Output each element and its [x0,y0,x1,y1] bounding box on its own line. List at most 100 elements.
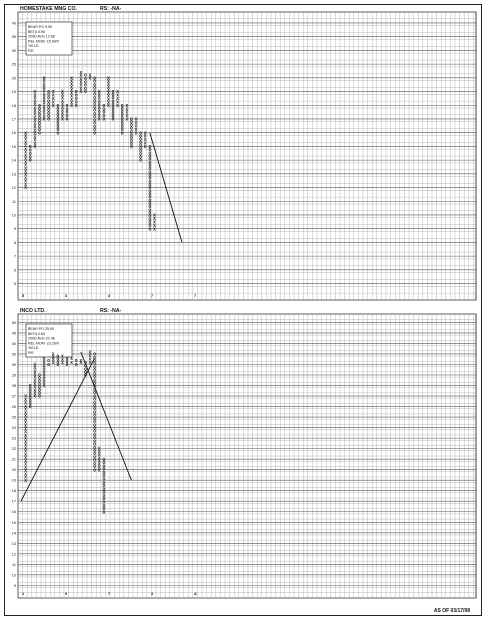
y-tick-label: 25 [12,416,16,420]
y-tick-label: 18 [12,104,16,108]
x-marker: 5 [65,592,67,596]
x-mark: X [33,145,36,150]
x-mark: X [125,118,128,123]
o-mark: O [130,145,133,150]
x-mark: X [116,104,119,109]
y-tick-label: 15 [12,521,16,525]
x-mark: X [79,90,82,95]
y-tick-label: 6 [14,268,16,272]
o-mark: O [148,227,151,232]
x-mark: X [135,131,138,136]
o-mark: O [47,363,50,368]
info-line: BEAR PO 9.50 [28,25,52,29]
info-line: 200D AVG 22.48 [28,337,55,341]
y-tick-label: 9 [14,584,16,588]
y-tick-label: 17 [12,500,16,504]
info-line: 200D AVG 12.88 [28,35,55,39]
y-tick-label: 14 [12,531,16,535]
x-marker: 3 [108,294,110,298]
y-tick-label: 5 [14,282,16,286]
y-tick-label: 45 [12,331,16,335]
y-tick-label: 24 [12,426,16,430]
o-mark: O [75,363,78,368]
y-tick-label: 27 [12,395,16,399]
x-mark: X [79,361,82,366]
x-mark: X [89,76,92,81]
o-mark: O [84,90,87,95]
info-line: BEAR PO 25.00 [28,327,54,331]
o-mark: O [102,118,105,123]
info-line: REL MOM -23.29% [28,341,60,345]
y-tick-label: 21 [12,458,16,462]
o-mark: O [93,468,96,473]
y-tick-label: 19 [12,479,16,483]
y-tick-label: 13 [12,172,16,176]
o-mark: O [66,363,69,368]
y-tick-label: 35 [12,35,16,39]
y-tick-label: 18 [12,489,16,493]
y-tick-label: 20 [12,76,16,80]
x-marker: 3 [65,294,67,298]
y-tick-label: 17 [12,117,16,121]
info-line: BETA 0.90 [28,30,45,34]
chart-title: INCO LTD. [20,308,46,314]
o-mark: O [29,405,32,410]
x-mark: X [24,479,27,484]
x-marker: 7 [151,294,153,298]
x-mark: X [33,395,36,400]
y-tick-label: 30 [12,49,16,53]
o-mark: O [93,131,96,136]
x-mark: X [24,186,27,191]
o-mark: O [56,131,59,136]
y-tick-label: 20 [12,468,16,472]
y-tick-label: 40 [12,342,16,346]
y-tick-label: 12 [12,186,16,190]
x-marker: 7 [194,294,196,298]
x-mark: X [70,361,73,366]
x-mark: X [43,118,46,123]
x-mark: X [98,468,101,473]
o-mark: O [56,363,59,368]
x-marker: 3 [151,592,153,596]
chart-title: HOMESTAKE MNG CO. [20,6,78,12]
y-tick-label: 29 [12,374,16,378]
o-mark: O [29,159,32,164]
y-tick-label: 28 [12,384,16,388]
y-tick-label: 10 [12,213,16,217]
o-mark: O [112,118,115,123]
y-tick-label: 16 [12,131,16,135]
y-tick-label: 40 [12,21,16,25]
y-tick-label: 22 [12,447,16,451]
y-tick-label: 9 [14,227,16,231]
x-marker: 7 [108,592,110,596]
x-mark: X [61,361,64,366]
y-tick-label: 25 [12,63,16,67]
o-mark: O [75,104,78,109]
x-mark: X [52,361,55,366]
o-mark: O [66,118,69,123]
y-tick-label: 30 [12,363,16,367]
o-mark: O [38,131,41,136]
info-line: P/E [28,49,34,53]
y-tick-label: 50 [12,321,16,325]
o-mark: O [121,131,124,136]
x-mark: X [144,145,147,150]
y-tick-label: 7 [14,255,16,259]
y-tick-label: 13 [12,542,16,546]
o-mark: O [38,395,41,400]
x-mark: X [153,227,156,232]
x-mark: X [43,384,46,389]
x-marker: 5 [22,294,24,298]
y-tick-label: 35 [12,352,16,356]
info-line: REL MOM -15.08% [28,39,60,43]
x-mark: X [70,104,73,109]
o-mark: O [47,118,50,123]
y-tick-label: 11 [12,563,16,567]
y-tick-label: 10 [12,573,16,577]
y-tick-label: 15 [12,145,16,149]
o-mark: O [139,159,142,164]
x-marker: A [194,592,197,596]
x-mark: X [98,118,101,123]
x-mark: X [61,118,64,123]
